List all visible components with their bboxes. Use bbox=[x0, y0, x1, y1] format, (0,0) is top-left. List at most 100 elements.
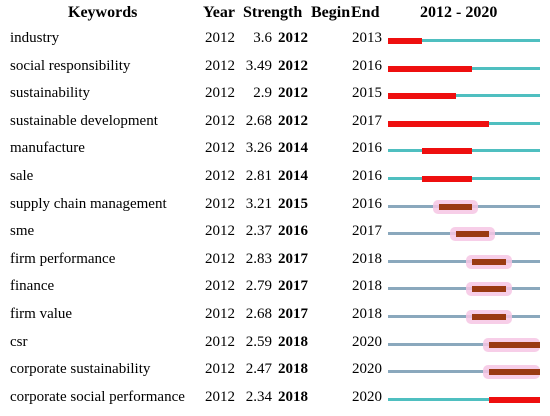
burst-bar bbox=[438, 203, 473, 210]
begin-cell: 2012 bbox=[278, 57, 308, 74]
keyword-cell: manufacture bbox=[10, 140, 85, 157]
end-cell: 2016 bbox=[352, 168, 382, 184]
strength-cell: 2.47 bbox=[245, 361, 272, 378]
strength-cell: 3.21 bbox=[245, 195, 272, 212]
header-begin: Begin bbox=[311, 4, 351, 21]
timeline-base-line bbox=[388, 94, 540, 98]
burst-bar bbox=[421, 148, 473, 155]
keyword-cell: corporate social performance bbox=[10, 388, 185, 405]
end-cell: 2018 bbox=[352, 306, 382, 322]
strength-cell: 2.37 bbox=[245, 223, 272, 240]
year-cell: 2012 bbox=[205, 278, 235, 295]
burst-timeline bbox=[388, 227, 540, 242]
begin-cell: 2017 bbox=[278, 250, 308, 267]
burst-timeline bbox=[388, 172, 540, 186]
table-row: sustainability 2012 2.9 2012 2015 bbox=[0, 81, 550, 108]
burst-timeline bbox=[388, 62, 540, 76]
strength-cell: 2.59 bbox=[245, 333, 272, 350]
keyword-cell: supply chain management bbox=[10, 195, 167, 212]
year-cell: 2012 bbox=[205, 333, 235, 350]
begin-cell: 2017 bbox=[278, 306, 308, 322]
timeline-base-line bbox=[388, 342, 540, 346]
burst-timeline bbox=[388, 144, 540, 158]
timeline-base-line bbox=[388, 315, 540, 318]
end-cell: 2016 bbox=[352, 57, 382, 74]
year-cell: 2012 bbox=[205, 223, 235, 240]
table-row: sustainable development 2012 2.68 2012 2017 bbox=[0, 109, 550, 136]
begin-cell: 2018 bbox=[278, 388, 308, 405]
begin-cell: 2012 bbox=[278, 30, 308, 46]
burst-bar bbox=[489, 369, 540, 376]
year-cell: 2012 bbox=[205, 361, 235, 378]
header-keywords: Keywords bbox=[68, 4, 138, 21]
timeline-base-line bbox=[388, 370, 540, 374]
burst-timeline bbox=[388, 393, 540, 407]
burst-bar bbox=[388, 65, 473, 72]
table-row: firm performance 2012 2.83 2017 2018 bbox=[0, 247, 550, 274]
keyword-cell: sale bbox=[10, 168, 34, 184]
burst-bar bbox=[489, 396, 540, 403]
table-row: corporate sustainability 2012 2.47 2018 2020 bbox=[0, 357, 550, 384]
timeline-base-line bbox=[388, 397, 540, 401]
keyword-cell: industry bbox=[10, 30, 60, 46]
keyword-cell: corporate sustainability bbox=[10, 361, 151, 378]
end-cell: 2016 bbox=[352, 195, 382, 212]
burst-timeline bbox=[388, 254, 540, 269]
keyword-cell: firm performance bbox=[10, 250, 116, 267]
burst-bar bbox=[489, 341, 540, 348]
strength-cell: 3.26 bbox=[245, 140, 272, 157]
keyword-cell: csr bbox=[10, 333, 28, 350]
burst-bar bbox=[388, 38, 422, 44]
table-row: social responsibility 2012 3.49 2012 2016 bbox=[0, 54, 550, 81]
year-cell: 2012 bbox=[205, 306, 235, 322]
strength-cell: 2.34 bbox=[245, 388, 272, 405]
year-cell: 2012 bbox=[205, 140, 235, 157]
keyword-cell: firm value bbox=[10, 306, 73, 322]
burst-timeline bbox=[388, 337, 540, 352]
end-cell: 2018 bbox=[352, 250, 382, 267]
burst-bar bbox=[472, 258, 507, 265]
begin-cell: 2018 bbox=[278, 333, 308, 350]
end-cell: 2015 bbox=[352, 85, 382, 102]
year-cell: 2012 bbox=[205, 112, 235, 129]
header-end: End bbox=[351, 4, 380, 21]
begin-cell: 2016 bbox=[278, 223, 308, 240]
strength-cell: 2.9 bbox=[253, 85, 272, 102]
strength-cell: 3.49 bbox=[245, 57, 272, 74]
timeline-base-line bbox=[388, 39, 540, 42]
year-cell: 2012 bbox=[205, 388, 235, 405]
burst-bar bbox=[388, 120, 490, 127]
header-strength: Strength bbox=[243, 4, 303, 21]
table-row: csr 2012 2.59 2018 2020 bbox=[0, 330, 550, 357]
keyword-cell: sustainability bbox=[10, 85, 90, 102]
end-cell: 2020 bbox=[352, 388, 382, 405]
keyword-cell: social responsibility bbox=[10, 57, 131, 74]
year-cell: 2012 bbox=[205, 250, 235, 267]
timeline-base-line bbox=[388, 287, 540, 291]
end-cell: 2017 bbox=[352, 223, 382, 240]
burst-bar bbox=[421, 176, 473, 182]
burst-timeline bbox=[388, 34, 540, 48]
strength-cell: 3.6 bbox=[253, 30, 272, 46]
year-cell: 2012 bbox=[205, 30, 235, 46]
begin-cell: 2014 bbox=[278, 168, 308, 184]
burst-timeline bbox=[388, 117, 540, 131]
header-range: 2012 - 2020 bbox=[420, 4, 498, 21]
table-row: sale 2012 2.81 2014 2016 bbox=[0, 164, 550, 191]
burst-bar bbox=[388, 93, 456, 100]
begin-cell: 2012 bbox=[278, 85, 308, 102]
strength-cell: 2.79 bbox=[245, 278, 272, 295]
burst-bar bbox=[472, 286, 507, 293]
strength-cell: 2.68 bbox=[245, 306, 272, 322]
strength-cell: 2.68 bbox=[245, 112, 272, 129]
table-row: manufacture 2012 3.26 2014 2016 bbox=[0, 136, 550, 163]
keyword-cell: sme bbox=[10, 223, 35, 240]
strength-cell: 2.81 bbox=[245, 168, 272, 184]
keyword-cell: finance bbox=[10, 278, 55, 295]
end-cell: 2013 bbox=[352, 30, 382, 46]
end-cell: 2020 bbox=[352, 333, 382, 350]
keyword-cell: sustainable development bbox=[10, 112, 158, 129]
table-row: supply chain management 2012 3.21 2015 2016 bbox=[0, 192, 550, 219]
header-year: Year bbox=[203, 4, 235, 21]
begin-cell: 2018 bbox=[278, 361, 308, 378]
